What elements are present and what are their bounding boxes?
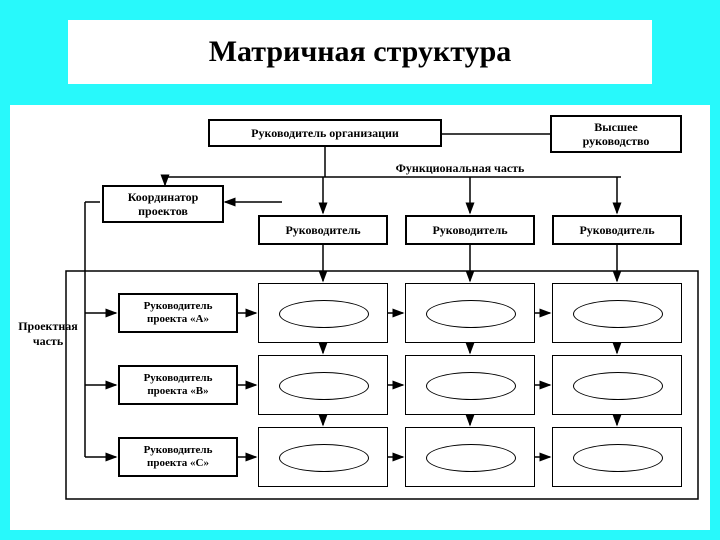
ellipse-2-2 <box>573 444 663 472</box>
diagram-area: Руководитель организации Высшее руководс… <box>10 105 710 530</box>
ellipse-2-1 <box>426 444 516 472</box>
page-title: Матричная структура <box>209 35 512 69</box>
functional-label: Функциональная часть <box>350 161 570 175</box>
ellipse-1-2 <box>573 372 663 400</box>
ellipse-0-2 <box>573 300 663 328</box>
top-mgmt-label: Высшее руководство <box>583 120 650 149</box>
cell-1-2 <box>552 355 682 415</box>
coordinator-box: Координатор проектов <box>102 185 224 223</box>
cell-2-0 <box>258 427 388 487</box>
func-head-0: Руководитель <box>258 215 388 245</box>
proj-head-0: Руководитель проекта «А» <box>118 293 238 333</box>
project-label: Проектная часть <box>8 305 88 348</box>
cell-1-1 <box>405 355 535 415</box>
ellipse-1-1 <box>426 372 516 400</box>
cell-2-2 <box>552 427 682 487</box>
cell-0-0 <box>258 283 388 343</box>
page-root: Матричная структура <box>0 0 720 540</box>
func-head-1: Руководитель <box>405 215 535 245</box>
proj-head-2: Руководитель проекта «С» <box>118 437 238 477</box>
ellipse-0-1 <box>426 300 516 328</box>
ellipse-2-0 <box>279 444 369 472</box>
ellipse-1-0 <box>279 372 369 400</box>
title-block: Матричная структура <box>68 20 652 84</box>
org-head-box: Руководитель организации <box>208 119 442 147</box>
top-mgmt-box: Высшее руководство <box>550 115 682 153</box>
coordinator-label: Координатор проектов <box>128 190 199 219</box>
cell-1-0 <box>258 355 388 415</box>
ellipse-0-0 <box>279 300 369 328</box>
cell-0-2 <box>552 283 682 343</box>
proj-head-1: Руководитель проекта «В» <box>118 365 238 405</box>
func-head-2: Руководитель <box>552 215 682 245</box>
org-head-label: Руководитель организации <box>251 126 399 140</box>
cell-0-1 <box>405 283 535 343</box>
cell-2-1 <box>405 427 535 487</box>
